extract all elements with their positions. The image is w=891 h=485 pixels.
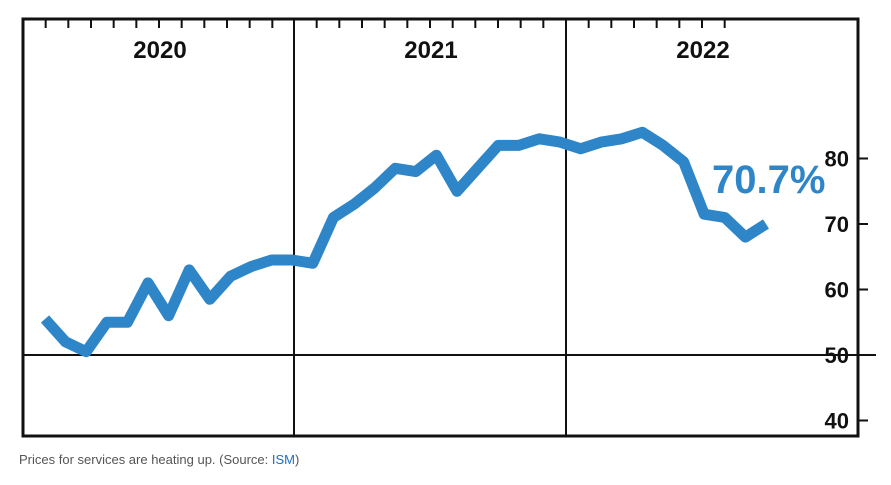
source-link[interactable]: ISM	[271, 452, 296, 467]
y-tick-label: 70	[825, 212, 849, 237]
y-tick-label: 40	[825, 409, 849, 434]
y-tick-label: 80	[825, 147, 849, 172]
year-label: 2021	[404, 37, 457, 64]
series-line	[40, 126, 769, 358]
year-labels: 2020 2021 2022	[133, 37, 729, 64]
chart-caption: Prices for services are heating up. (Sou…	[19, 452, 299, 467]
chart: 2020 2021 2022 80 70 60 50 40 70.7%	[21, 17, 876, 438]
callout-label: 70.7%	[712, 158, 825, 202]
year-label: 2022	[676, 37, 729, 64]
caption-close: )	[295, 452, 300, 467]
y-tick-label: 50	[825, 343, 849, 368]
y-tick-labels: 80 70 60 50 40	[825, 147, 849, 434]
year-label: 2020	[133, 37, 186, 64]
y-tick-label: 60	[825, 278, 849, 303]
plot-frame	[21, 17, 860, 438]
caption-text: Prices for services are heating up. (Sou…	[19, 452, 272, 467]
chart-grid	[23, 19, 876, 436]
